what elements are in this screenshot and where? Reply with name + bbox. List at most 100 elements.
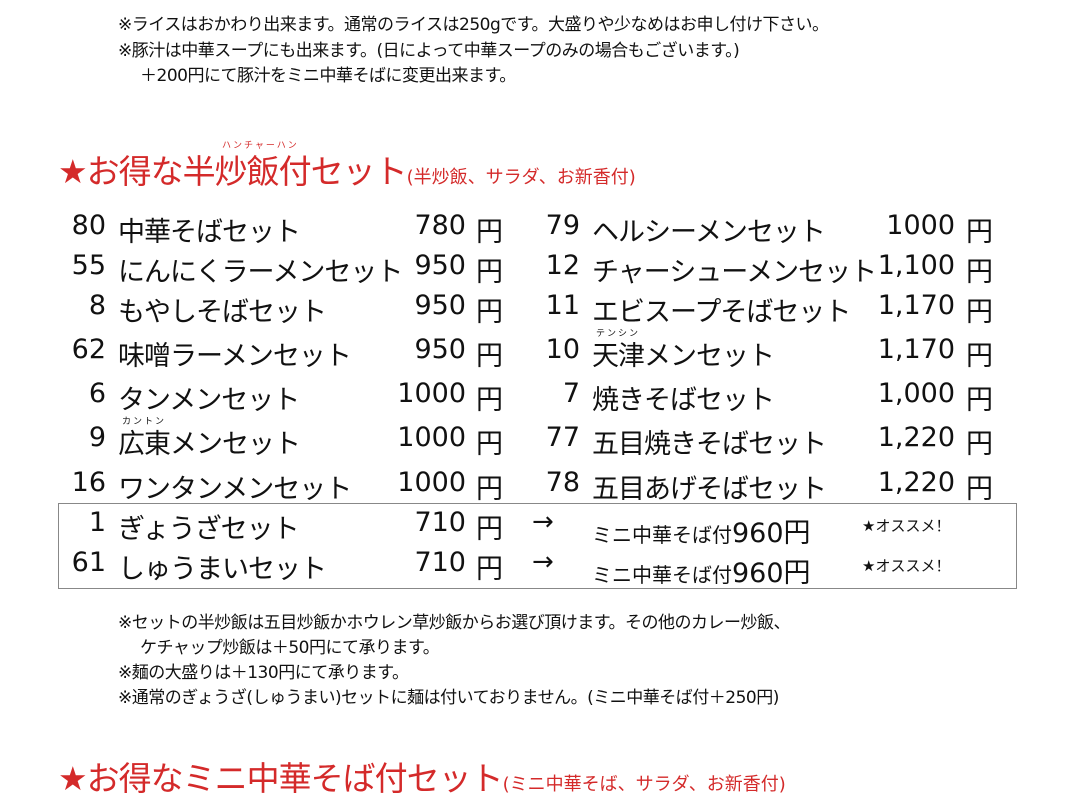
recommend-badge: ★オススメ！: [862, 517, 951, 535]
item-name: 五目あげそばセット: [592, 474, 827, 505]
item-price: 950: [414, 334, 466, 365]
item-price: 950: [414, 290, 466, 321]
menu-item: 16 ワンタンメンセット 1000 円: [0, 467, 1072, 505]
item-ruby: テンシン: [596, 329, 641, 339]
section2-title: ★お得なミニ中華そば付セット: [58, 759, 504, 798]
yen-unit: 円: [966, 385, 993, 416]
menu-item: 8 もやしそばセット 950 円: [0, 290, 1072, 328]
upgrade-label: ミニ中華そば付: [592, 563, 732, 587]
arrow-icon: →: [532, 547, 554, 577]
yen-unit: 円: [476, 514, 503, 545]
item-number: 12: [545, 250, 580, 281]
upgrade-label: ミニ中華そば付: [592, 523, 732, 547]
item-number: 80: [71, 210, 106, 241]
recommend-badge: ★オススメ！: [862, 557, 951, 575]
item-number: 10: [545, 334, 580, 365]
yen-unit: 円: [966, 217, 993, 248]
item-number: 77: [545, 422, 580, 453]
item-name: にんにくラーメンセット: [118, 257, 403, 288]
item-price: 710: [414, 507, 466, 538]
item-name: 中華そばセット: [118, 217, 301, 248]
recommended-box: [58, 503, 1017, 589]
section1-title: ★お得な半炒飯付セット: [58, 152, 408, 191]
yen-unit: 円: [476, 341, 503, 372]
section1-ruby: ハンチャーハン: [222, 141, 299, 151]
yen-unit: 円: [476, 554, 503, 585]
note-ketchup: ケチャップ炒飯は＋50円にて承ります。: [140, 638, 440, 658]
item-name: ヘルシーメンセット: [592, 217, 826, 248]
item-name: 五目焼きそばセット: [592, 429, 827, 460]
note-large-noodles: ※麺の大盛りは＋130円にて承ります。: [118, 663, 409, 683]
item-number: 1: [88, 507, 106, 538]
item-price: 1,170: [877, 290, 955, 321]
yen-unit: 円: [476, 385, 503, 416]
item-name: チャーシューメンセット: [592, 257, 877, 288]
menu-item: 79 ヘルシーメンセット 1000 円: [0, 210, 1072, 248]
item-number: 55: [71, 250, 106, 281]
item-number: 62: [71, 334, 106, 365]
item-price: 1,220: [877, 422, 955, 453]
menu-item: 7 焼きそばセット 1,000 円: [0, 378, 1072, 416]
yen-unit: 円: [476, 297, 503, 328]
yen-unit: 円: [966, 429, 993, 460]
item-price: 1,220: [877, 467, 955, 498]
arrow-icon: →: [532, 507, 554, 537]
item-price: 710: [414, 547, 466, 578]
item-number: 11: [545, 290, 580, 321]
note-fried-rice: ※セットの半炒飯は五目炒飯かホウレン草炒飯からお選び頂けます。その他のカレー炒飯…: [118, 613, 791, 633]
item-name: タンメンセット: [118, 385, 300, 416]
note-gyoza-set: ※通常のぎょうざ(しゅうまい)セットに麺は付いておりません。(ミニ中華そば付＋2…: [118, 688, 779, 708]
item-name: 焼きそばセット: [592, 385, 775, 416]
menu-item: 62 味噌ラーメンセット 950 円: [0, 334, 1072, 372]
item-number: 79: [545, 210, 580, 241]
yen-unit: 円: [476, 217, 503, 248]
item-number: 8: [88, 290, 106, 321]
item-ruby: カントン: [122, 417, 167, 427]
upgrade-price: 960円: [732, 558, 811, 589]
item-price: 780: [414, 210, 466, 241]
item-number: 9: [88, 422, 106, 453]
yen-unit: 円: [476, 474, 503, 505]
menu-item: 1 ぎょうざセット 710 円 → ミニ中華そば付960円 ★オススメ！: [0, 507, 1072, 549]
item-number: 7: [562, 378, 580, 409]
menu-item: 6 タンメンセット 1000 円: [0, 378, 1072, 416]
item-number: 61: [71, 547, 106, 578]
menu-item: 10 天津メンセット 1,170 円 テンシン: [0, 329, 1072, 372]
item-name: ぎょうざセット: [118, 514, 300, 545]
item-price: 1000: [397, 422, 466, 453]
yen-unit: 円: [476, 429, 503, 460]
yen-unit: 円: [966, 341, 993, 372]
menu-item: 80 中華そばセット 780 円: [0, 210, 1072, 248]
yen-unit: 円: [476, 257, 503, 288]
upgrade-option: ミニ中華そば付960円: [592, 511, 811, 550]
item-price: 950: [414, 250, 466, 281]
item-price: 1000: [397, 467, 466, 498]
menu-item: 55 にんにくラーメンセット 950 円: [0, 250, 1072, 288]
item-price: 1,000: [877, 378, 955, 409]
item-name: 天津メンセット: [592, 341, 775, 372]
item-name: エビスープそばセット: [592, 297, 851, 328]
upgrade-option: ミニ中華そば付960円: [592, 551, 811, 590]
section1-subtitle: (半炒飯、サラダ、お新香付): [406, 167, 636, 188]
note-tonjiru: ※豚汁は中華スープにも出来ます。(日によって中華スープのみの場合もございます。): [118, 41, 740, 61]
yen-unit: 円: [966, 257, 993, 288]
yen-unit: 円: [966, 474, 993, 505]
menu-item: 78 五目あげそばセット 1,220 円: [0, 467, 1072, 505]
menu-item: 77 五目焼きそばセット 1,220 円: [0, 422, 1072, 460]
note-upgrade: ＋200円にて豚汁をミニ中華そばに変更出来ます。: [140, 66, 516, 86]
menu-item: 61 しゅうまいセット 710 円 → ミニ中華そば付960円 ★オススメ！: [0, 547, 1072, 589]
yen-unit: 円: [966, 297, 993, 328]
section1-heading: ★お得な半炒飯付セット(半炒飯、サラダ、お新香付): [58, 145, 636, 193]
menu-item: 12 チャーシューメンセット 1,100 円: [0, 250, 1072, 288]
menu-item: 11 エビスープそばセット 1,170 円: [0, 290, 1072, 328]
item-name: 味噌ラーメンセット: [118, 341, 352, 372]
item-number: 6: [88, 378, 106, 409]
item-number: 16: [71, 467, 106, 498]
note-rice: ※ライスはおかわり出来ます。通常のライスは250gです。大盛りや少なめはお申し付…: [118, 15, 829, 35]
item-number: 78: [545, 467, 580, 498]
item-price: 1,170: [877, 334, 955, 365]
item-name: しゅうまいセット: [118, 554, 327, 585]
item-price: 1,100: [877, 250, 955, 281]
section2-subtitle: (ミニ中華そば、サラダ、お新香付): [502, 774, 786, 795]
upgrade-price: 960円: [732, 518, 811, 549]
